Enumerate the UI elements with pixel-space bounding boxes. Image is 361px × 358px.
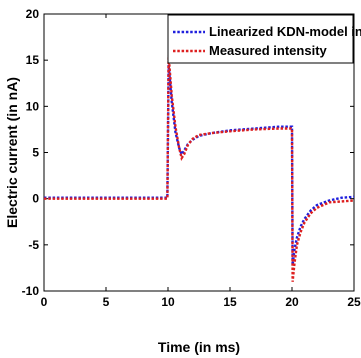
x-tick-label: 15 <box>223 295 237 309</box>
y-tick-label: -5 <box>28 238 39 252</box>
x-tick-label: 0 <box>41 295 48 309</box>
y-axis-label: Electric current (in nA) <box>4 77 20 228</box>
x-tick-label: 10 <box>161 295 175 309</box>
y-tick-label: -10 <box>22 284 40 298</box>
y-tick-label: 0 <box>32 192 39 206</box>
y-tick-label: 15 <box>26 53 40 67</box>
series-line-measured <box>44 55 355 282</box>
series-lines <box>44 55 355 282</box>
tick-labels: 0 5 10 15 20 25 -10 -5 0 5 10 15 20 <box>22 7 361 309</box>
y-tick-label: 20 <box>26 7 40 21</box>
legend-entry-measured: Measured intensity <box>209 43 328 58</box>
y-tick-label: 5 <box>32 146 39 160</box>
x-tick-label: 25 <box>347 295 361 309</box>
x-axis-label: Time (in ms) <box>158 339 240 355</box>
legend-box <box>167 14 354 64</box>
y-tick-label: 10 <box>26 99 40 113</box>
x-tick-label: 20 <box>285 295 299 309</box>
x-tick-label: 5 <box>103 295 110 309</box>
legend-entry-linearized: Linearized KDN-model intensity <box>209 24 361 39</box>
legend: Linearized KDN-model intensity Measured … <box>167 14 361 64</box>
